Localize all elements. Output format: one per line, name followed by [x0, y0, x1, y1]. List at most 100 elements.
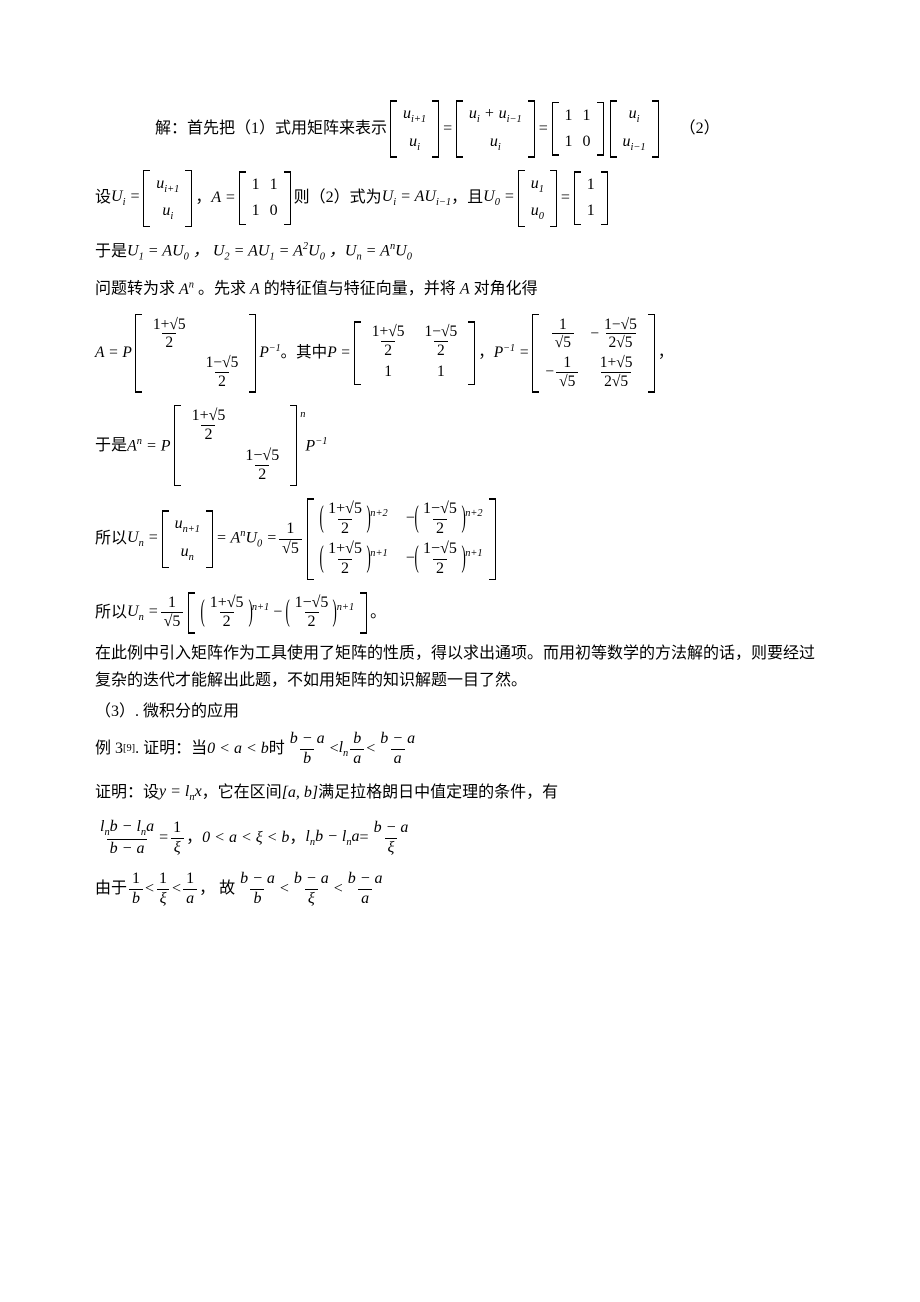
l2-u0-val: 1 1	[574, 171, 608, 225]
l2-mid: 则（2）式为	[294, 186, 382, 210]
line-3: 于是 U1 = AU0 ， U2 = AU1 = A2U0 ，Un = AnU0	[95, 239, 825, 265]
l2-c1: ，	[195, 186, 211, 210]
p2-f3: b − aξ	[371, 819, 412, 857]
l8-minus: −	[273, 604, 286, 621]
l2-a: A =	[211, 186, 235, 210]
p2-eq2: =	[360, 826, 369, 850]
ex3-l: b − ab	[287, 730, 328, 768]
eq1: =	[442, 117, 453, 141]
l5-pmat: 1+√52 1−√52 1 1	[354, 321, 476, 385]
vec-lhs: ui+1 ui	[390, 100, 439, 158]
l7-prefix: 所以	[95, 527, 127, 551]
ex3-mid: 时	[269, 737, 285, 761]
l4-text: 问题转为求 An 。先求 A 的特征值与特征向量，并将 A 对角化得	[95, 277, 538, 301]
p3-lt4: <	[334, 877, 343, 901]
p2-c1: ，	[186, 826, 202, 850]
p3-lt3: <	[280, 877, 289, 901]
p3-b: 1ξ	[156, 870, 170, 908]
l8-tail: 。	[370, 601, 386, 625]
p3-a: 1b	[129, 870, 143, 908]
p2-chain: 0 < a < ξ < b	[202, 826, 289, 850]
proof-line-1: 证明：设 y = lnx ，它在区间 [a, b] 满足拉格朗日中值定理的条件，…	[95, 780, 825, 806]
l6-an: An = P	[127, 434, 171, 458]
ex3-lead: . 证明：当	[135, 737, 207, 761]
line-6: 于是 An = P 1+√52 1−√52 n P−1	[95, 405, 825, 487]
page: 解：首先把（1）式用矩阵来表示 ui+1 ui = ui + ui−1 ui =…	[0, 0, 920, 1302]
l2-prefix: 设	[95, 186, 111, 210]
p3-lt2: <	[172, 877, 181, 901]
l5-pinvmat: 1√5 −1−√52√5 −1√5 1+√52√5	[532, 314, 655, 393]
p3-lt1: <	[145, 877, 154, 901]
p3-d: b − ab	[237, 870, 278, 908]
l6-prefix: 于是	[95, 434, 127, 458]
l2-ui: Ui =	[111, 185, 140, 211]
ex3-lt2: <	[366, 737, 375, 761]
p1-m1: ，它在区间	[202, 781, 282, 805]
paragraph-1: 在此例中引入矩阵作为工具使用了矩阵的性质，得以求出通项。而用初等数学的方法解的话…	[95, 640, 825, 694]
ex3-r: b − aa	[377, 730, 418, 768]
l6-pinv: P−1	[305, 434, 327, 458]
p1-m2: 满足拉格朗日中值定理的条件，有	[318, 781, 558, 805]
l5-plead: P =	[327, 343, 351, 364]
eq-label-2: （2）	[680, 117, 720, 141]
l7-mat: (1+√52)n+2 −(1−√52)n+2 (1+√52)n+1 −(1−√5…	[307, 498, 496, 580]
l5-a: A = P	[95, 343, 132, 364]
proof-line-3: 由于 1b < 1ξ < 1a ， 故 b − ab < b − aξ < b …	[95, 870, 825, 908]
p3-e: b − aξ	[291, 870, 332, 908]
l2-c2: ，	[451, 186, 467, 210]
l5-tail: ，	[658, 343, 674, 364]
l5-pinvlead: P−1 =	[494, 342, 530, 364]
l5-c: ，	[478, 343, 494, 364]
line-2: 设 Ui = ui+1 ui ， A = 11 10 则（2）式为 Ui = A…	[95, 170, 825, 228]
l8-un: Un =	[127, 600, 159, 626]
l8-br: (1+√52)n+1 − (1−√52)n+1	[188, 592, 367, 634]
p3-lead: 由于	[95, 877, 127, 901]
line-5: A = P 1+√52 1−√52 P−1 。其中 P = 1+√52 1−√5…	[95, 314, 825, 393]
l2-u0: U0 =	[483, 185, 515, 211]
line-4: 问题转为求 An 。先求 A 的特征值与特征向量，并将 A 对角化得	[95, 277, 825, 301]
l5-diag: 1+√52 1−√52	[135, 314, 257, 393]
proof-line-2: lnb − lna b − a = 1ξ ， 0 < a < ξ < b ， l…	[95, 818, 825, 859]
l3-prefix: 于是	[95, 240, 127, 264]
l2-rel: Ui = AUi−1	[382, 185, 451, 211]
ex3-m: ba	[350, 730, 364, 768]
p3-c: 1a	[183, 870, 197, 908]
l6-diag: 1+√52 1−√52	[174, 405, 298, 487]
p2-eq: =	[159, 826, 168, 850]
p1-yeq: y = lnx	[159, 780, 202, 806]
l7-un: Un =	[127, 526, 159, 552]
l5-dot: 。其中	[281, 343, 328, 364]
vec-rhs: ui ui−1	[610, 100, 659, 158]
mat-a: 11 10	[552, 102, 604, 156]
line1-prefix: 解：首先把（1）式用矩阵来表示	[155, 117, 387, 141]
line-8: 所以 Un = 1 √5 (1+√52)n+1 − (1−√52)n+1 。	[95, 592, 825, 634]
line-7: 所以 Un = un+1 un = AnU0 = 1 √5 (1+√52)n+2…	[95, 498, 825, 580]
l8-prefix: 所以	[95, 601, 127, 625]
l2-a-mat: 11 10	[239, 171, 291, 225]
ex3-cond: 0 < a < b	[207, 737, 269, 761]
l6-exp: n	[300, 407, 305, 423]
p1-lead: 证明：设	[95, 781, 159, 805]
l2-u0-vec: u1 u0	[518, 170, 557, 228]
p3-comma: ， 故	[199, 877, 235, 901]
vec-mid: ui + ui−1 ui	[456, 100, 535, 158]
l7-coef: 1 √5	[279, 520, 302, 558]
ex3-ref: [9]	[123, 741, 135, 757]
ex3-lt1: <	[330, 737, 339, 761]
l8-coef: 1 √5	[161, 594, 184, 632]
p2-f2: 1ξ	[170, 819, 184, 857]
example-3: 例 3 [9] . 证明：当 0 < a < b 时 b − ab < ln b…	[95, 730, 825, 768]
ex3-midlead: ln	[339, 736, 349, 762]
p2-c2: ，	[289, 826, 305, 850]
p3-f: b − aa	[345, 870, 386, 908]
l7-eq2: = AnU0 =	[216, 526, 277, 552]
l2-eq3: =	[560, 186, 571, 210]
l3-eqs: U1 = AU0 ， U2 = AU1 = A2U0 ，Un = AnU0	[127, 239, 412, 265]
section-3-title: （3）. 微积分的应用	[95, 700, 825, 724]
p1-int: [a, b]	[282, 781, 318, 805]
l2-mid2: 且	[467, 186, 483, 210]
l2-ui-vec: ui+1 ui	[143, 170, 192, 228]
l5-pinv: P−1	[259, 342, 280, 364]
p2-f1: lnb − lna b − a	[97, 818, 157, 859]
p2-lhs2: lnb − lna	[305, 825, 359, 851]
